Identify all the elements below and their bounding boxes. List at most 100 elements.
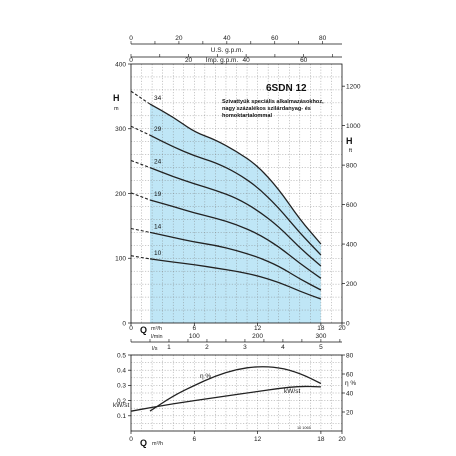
flow-lmin-tick-label: 300 <box>315 333 326 340</box>
impgpm-tick-label: 0 <box>129 57 133 64</box>
head-ft-tick-label: 600 <box>346 202 357 209</box>
head-m-axis-unit: m <box>114 106 119 112</box>
impgpm-tick-label: 20 <box>185 57 193 64</box>
flow-m3h-ticks: 0 6 12 18 20 <box>129 323 346 332</box>
kw-tick-label: 0.1 <box>117 413 126 420</box>
eta-tick-label: 40 <box>346 390 354 397</box>
impgpm-ticks: 0 20 40 60 <box>129 54 333 64</box>
head-m-tick-label: 300 <box>115 126 126 133</box>
kw-axis-label: kW/st <box>113 402 129 409</box>
flow-m3h-tick-label: 18 <box>317 325 325 332</box>
efficiency-flow-ticks: 0 6 12 18 20 <box>129 431 346 443</box>
flow-m3h-tick-label: 6 <box>192 325 196 332</box>
eta-ticks: 20 40 60 80 <box>342 352 354 416</box>
stage-label-29: 29 <box>154 126 162 133</box>
impgpm-axis-label: Imp. g.p.m. <box>206 57 239 64</box>
document-code: 10 1065 <box>297 426 311 430</box>
head-curve-10 <box>149 258 322 300</box>
efficiency-flow-tick-label: 0 <box>129 436 133 443</box>
kw-tick-label: 0.5 <box>117 352 126 359</box>
usgpm-tick-label: 80 <box>319 35 327 42</box>
head-curve-19 <box>149 199 322 279</box>
head-ft-tick-label: 0 <box>346 320 350 327</box>
head-ft-tick-label: 200 <box>346 281 357 288</box>
flow-ls-tick-label: 3 <box>243 344 247 351</box>
flow-m3h-tick-label: 0 <box>129 325 133 332</box>
flow-m3h-tick-label: 12 <box>254 325 262 332</box>
usgpm-tick-label: 60 <box>271 35 279 42</box>
head-m-axis-letter: H <box>113 93 120 103</box>
model-title: 6SDN 12 <box>266 83 307 94</box>
head-ft-tick-label: 800 <box>346 162 357 169</box>
head-ft-tick-label: 1000 <box>346 123 361 130</box>
head-curve-dashed-14 <box>130 227 151 233</box>
head-curve-dashed-29 <box>130 125 151 136</box>
efficiency-grid <box>131 354 342 431</box>
efficiency-curves <box>130 366 322 412</box>
flow-ls-ticks: 1 2 3 4 5 <box>130 339 341 351</box>
usgpm-axis-label: U.S. g.p.m. <box>211 47 244 54</box>
head-curve-dashed-24 <box>130 159 151 169</box>
stage-label-14: 14 <box>154 223 162 230</box>
flow-ls-tick-label: 4 <box>281 344 285 351</box>
kw-tick-label: 0.3 <box>117 383 126 390</box>
note-line-1: Szivattyúk speciális alkalmazásokhoz, <box>222 99 324 105</box>
head-curve-34 <box>149 103 322 245</box>
head-curve-dashed-34 <box>130 90 151 105</box>
head-ft-tick-label: 400 <box>346 241 357 248</box>
power-curve <box>130 385 321 412</box>
flow-ls-tick-label: 1 <box>167 344 171 351</box>
flow-m3h-tick-label: 20 <box>338 325 346 332</box>
usgpm-tick-label: 40 <box>223 35 231 42</box>
kw-tick-label: 0.2 <box>117 398 126 405</box>
head-ft-ticks: 0 200 400 600 800 1000 1200 <box>342 83 361 327</box>
head-m-ticks: 0 100 200 300 400 <box>115 61 131 327</box>
impgpm-tick-label: 40 <box>243 57 251 64</box>
head-ft-axis-unit: ft <box>349 148 353 154</box>
head-m-tick-label: 400 <box>115 61 126 68</box>
head-curve-dashed-10 <box>130 255 151 260</box>
eta-axis-label: η % <box>345 380 356 387</box>
stage-label-19: 19 <box>154 191 162 198</box>
efficiency-curve <box>149 366 322 412</box>
operating-range-area <box>149 104 321 323</box>
flow-q-letter: Q <box>140 325 147 335</box>
head-curve-29 <box>149 134 322 256</box>
usgpm-ticks: 0 20 40 60 80 <box>129 35 327 44</box>
eta-tick-label: 80 <box>346 352 354 359</box>
head-ft-tick-label: 1200 <box>346 83 361 90</box>
impgpm-tick-label: 60 <box>300 57 308 64</box>
usgpm-tick-label: 20 <box>175 35 183 42</box>
efficiency-q-letter: Q <box>140 438 147 448</box>
head-curve-dashed-19 <box>130 192 151 201</box>
flow-lmin-tick-label: 200 <box>252 333 263 340</box>
efficiency-flow-tick-label: 12 <box>254 436 262 443</box>
eta-tick-label: 60 <box>346 371 354 378</box>
stage-label-34: 34 <box>154 95 162 102</box>
head-m-tick-label: 200 <box>115 191 126 198</box>
note-line-2: nagy százalékos szilárdanyag- és <box>222 106 311 112</box>
head-curve-14 <box>149 231 322 291</box>
flow-ls-tick-label: 5 <box>319 344 323 351</box>
eta-curve-label: η % <box>200 373 211 380</box>
head-curves: 34 29 24 19 14 10 <box>130 90 322 300</box>
kw-ticks: 0.1 0.2 0.3 0.4 0.5 <box>117 352 131 420</box>
flow-ls-tick-label: 2 <box>205 344 209 351</box>
head-curve-24 <box>149 166 322 267</box>
head-m-tick-label: 100 <box>115 256 126 263</box>
kw-curve-label: kW/st <box>284 388 300 395</box>
efficiency-flow-tick-label: 20 <box>338 436 346 443</box>
flow-lmin-tick-label: 100 <box>189 333 200 340</box>
stage-label-24: 24 <box>154 159 162 166</box>
usgpm-tick-label: 0 <box>129 35 133 42</box>
efficiency-flow-tick-label: 18 <box>317 436 325 443</box>
note-line-3: homoktartalommal <box>222 113 272 119</box>
head-m-tick-label: 0 <box>122 320 126 327</box>
kw-tick-label: 0.4 <box>117 368 126 375</box>
head-ft-axis-letter: H <box>346 136 353 146</box>
efficiency-flow-tick-label: 6 <box>192 436 196 443</box>
flow-ls-unit: l/s <box>152 346 158 352</box>
